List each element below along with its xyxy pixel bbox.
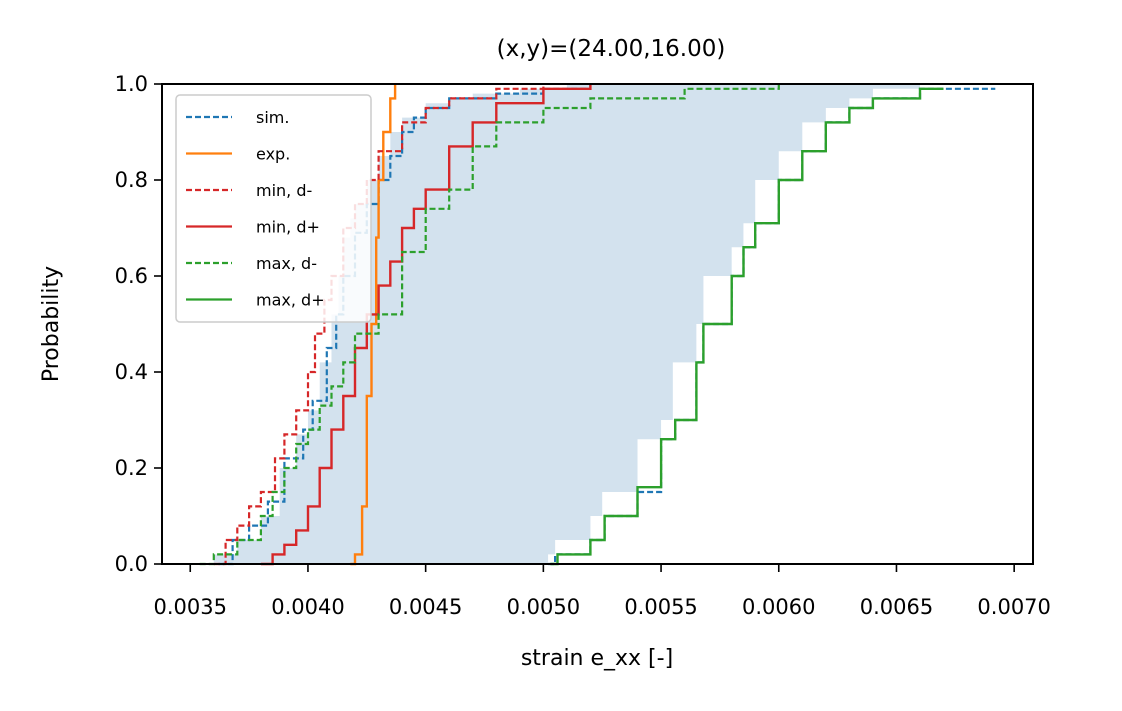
x-tick-label: 0.0060 (742, 595, 815, 619)
series-line-6 (550, 87, 944, 566)
legend-label: max, d- (256, 254, 317, 273)
x-tick-label: 0.0050 (507, 595, 580, 619)
x-axis-label: strain e_xx [-] (521, 646, 673, 671)
y-axis-label: Probability (39, 266, 64, 382)
legend-label: min, d- (256, 181, 312, 200)
y-tick-label: 0.4 (115, 360, 148, 384)
y-axis: 0.0 0.2 0.4 0.6 0.8 1.0 (115, 72, 162, 576)
y-tick-label: 1.0 (115, 72, 148, 96)
x-tick-label: 0.0055 (624, 595, 697, 619)
series-line-2 (350, 84, 397, 566)
legend-label: sim. (256, 108, 289, 127)
plot-area (199, 84, 996, 566)
x-tick-label: 0.0065 (860, 595, 933, 619)
x-tick-label: 0.0035 (154, 595, 227, 619)
legend: sim. exp. min, d-min, d+ max, d-max, d+ (175, 94, 372, 323)
x-tick-label: 0.0070 (977, 595, 1050, 619)
y-tick-label: 0.6 (115, 264, 148, 288)
legend-label: max, d+ (256, 291, 325, 310)
legend-label: exp. (256, 145, 290, 164)
y-tick-label: 0.2 (115, 456, 148, 480)
band-fill (209, 84, 991, 564)
plot-frame (161, 83, 1034, 565)
x-tick-label: 0.0045 (389, 595, 462, 619)
legend-label: min, d+ (256, 218, 320, 237)
x-tick-label: 0.0040 (271, 595, 344, 619)
y-tick-label: 0.8 (115, 168, 148, 192)
series-line-5 (199, 84, 780, 566)
x-axis: 0.0035 0.0040 0.0045 0.0050 0.0055 0.0060 0.00… (154, 564, 1051, 619)
y-tick-label: 0.0 (115, 552, 148, 576)
legend-box (175, 94, 372, 323)
chart-title: (x,y)=(24.00,16.00) (497, 36, 726, 62)
